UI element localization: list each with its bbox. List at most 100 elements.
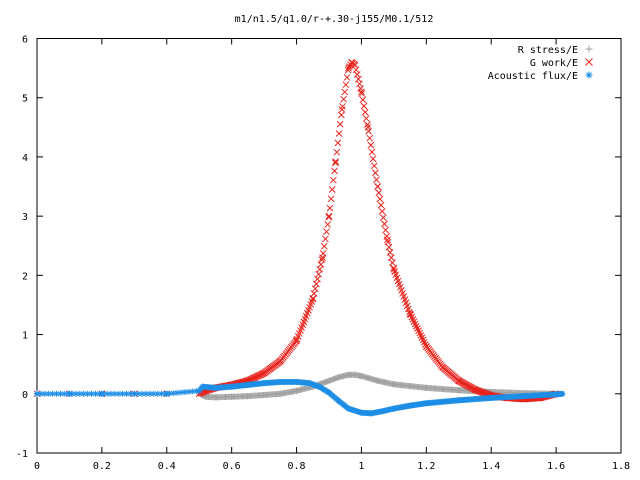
data-point <box>389 259 396 267</box>
data-point <box>335 397 342 404</box>
data-point <box>370 162 378 170</box>
y-tick-label: 0 <box>22 390 28 401</box>
data-point <box>322 235 329 243</box>
legend-label: G work/E <box>530 58 578 69</box>
x-tick-label: 0.2 <box>93 461 111 472</box>
x-tick-label: 1.2 <box>417 461 435 472</box>
data-point <box>334 139 342 147</box>
data-point <box>333 148 341 156</box>
data-point <box>381 220 388 228</box>
data-point <box>386 249 394 256</box>
x-tick-label: 0.8 <box>288 461 306 472</box>
data-point <box>306 380 313 387</box>
data-point <box>107 390 114 397</box>
data-point <box>327 195 335 203</box>
data-point <box>368 410 375 417</box>
data-point <box>361 108 369 116</box>
y-tick-label: 4 <box>22 153 28 164</box>
y-tick-label: 5 <box>22 94 28 105</box>
legend-label: Acoustic flux/E <box>488 71 578 82</box>
data-point <box>358 88 365 96</box>
data-point <box>320 242 328 250</box>
data-point <box>332 158 340 165</box>
data-point <box>376 195 384 203</box>
data-point <box>72 390 79 397</box>
data-point <box>199 383 206 390</box>
data-point <box>390 381 397 388</box>
data-point <box>423 384 430 391</box>
data-point <box>369 155 377 163</box>
data-point <box>374 183 382 190</box>
data-point <box>276 357 284 365</box>
y-tick-label: 2 <box>22 271 28 282</box>
data-point <box>368 148 376 156</box>
data-point <box>228 383 235 390</box>
data-point <box>390 266 398 273</box>
data-point <box>324 221 332 228</box>
data-point <box>378 208 386 215</box>
data-point <box>76 390 83 397</box>
data-point <box>377 201 385 209</box>
data-point <box>345 371 352 378</box>
data-point <box>439 363 446 371</box>
data-point <box>387 254 395 261</box>
data-point <box>104 390 111 397</box>
data-point <box>372 169 379 177</box>
plot-frame <box>36 38 622 454</box>
x-tick-label: 1 <box>358 461 364 472</box>
data-point <box>385 243 393 251</box>
data-point <box>328 186 336 193</box>
data-point <box>293 378 300 385</box>
data-point <box>336 120 344 128</box>
x-tick-label: 0.4 <box>158 461 176 472</box>
data-point <box>345 405 352 412</box>
data-point <box>373 176 380 183</box>
legend-marker <box>585 71 593 79</box>
data-point <box>382 226 389 234</box>
data-point <box>98 390 105 397</box>
chart-title: m1/n1.5/q1.0/r-+.30-j155/M0.1/512 <box>235 14 434 25</box>
data-point <box>338 106 346 113</box>
data-point <box>335 130 343 137</box>
data-point <box>358 373 365 380</box>
data-point <box>358 409 365 416</box>
y-tick-label: 3 <box>22 212 28 223</box>
data-point <box>358 90 366 97</box>
data-point <box>228 393 235 400</box>
data-point <box>341 88 349 96</box>
data-point <box>559 390 566 397</box>
legend: R stress/E G work/E Acoustic flux/E <box>488 45 593 82</box>
data-point <box>422 343 430 350</box>
data-point <box>260 369 268 377</box>
data-point <box>360 102 368 110</box>
data-point <box>351 371 358 378</box>
data-point <box>364 123 372 131</box>
data-point <box>343 74 351 81</box>
legend-label: R stress/E <box>518 45 578 56</box>
y-tick-label: -1 <box>16 449 28 460</box>
data-point <box>330 176 337 184</box>
data-point <box>293 387 300 394</box>
x-tick-label: 1.8 <box>612 461 630 472</box>
data-point <box>212 394 219 401</box>
data-point <box>277 390 284 397</box>
data-point <box>331 167 338 175</box>
data-point <box>379 214 387 221</box>
y-axis: -1 0 1 2 3 4 5 6 <box>16 35 621 460</box>
data-point <box>326 389 332 396</box>
data-point <box>455 397 462 404</box>
data-point <box>66 390 73 397</box>
data-point <box>323 228 330 236</box>
data-point <box>520 393 527 400</box>
data-point <box>212 384 219 391</box>
y-tick-label: 6 <box>22 35 28 46</box>
data-point <box>131 390 138 397</box>
data-point <box>163 390 170 397</box>
data-point <box>326 204 334 212</box>
data-point <box>342 81 350 89</box>
x-axis: 0 0.2 0.4 0.6 0.8 1 1.2 1.4 1.6 1.8 <box>34 38 630 472</box>
data-point <box>325 212 333 220</box>
data-point <box>390 405 397 412</box>
data-point <box>123 390 130 397</box>
